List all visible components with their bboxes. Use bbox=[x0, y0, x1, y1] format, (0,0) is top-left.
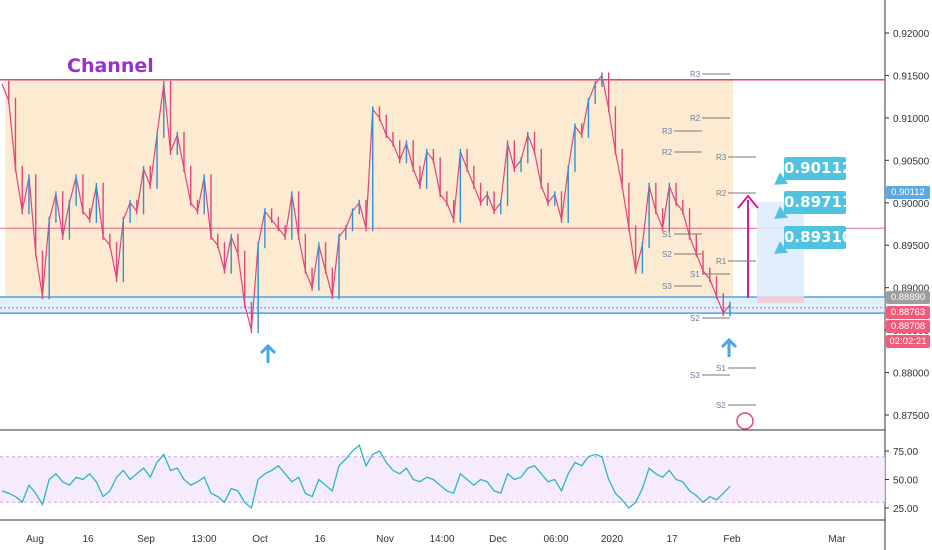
support-top-badge: 0.88890 bbox=[886, 291, 930, 304]
time-tick-label-3: 13:00 bbox=[191, 534, 216, 545]
support-zone bbox=[0, 297, 885, 314]
pivot-label-3: R2 bbox=[662, 148, 673, 157]
up-arrow-1-icon bbox=[259, 343, 277, 363]
support-bottom-badge: 0.88708 bbox=[886, 320, 930, 333]
mid-price-badge: 0.88763 bbox=[886, 306, 930, 319]
time-tick-label-1: 16 bbox=[82, 534, 94, 545]
time-tick-label-0: Aug bbox=[26, 534, 44, 545]
pivot-label-0: R3 bbox=[690, 70, 701, 79]
pivot-label-4: R3 bbox=[716, 153, 727, 162]
time-tick-label-5: 16 bbox=[314, 534, 326, 545]
time-tick-label-7: 14:00 bbox=[429, 534, 454, 545]
time-tick-label-2: Sep bbox=[137, 534, 155, 545]
rsi-tick-label-0: 75.00 bbox=[893, 447, 918, 458]
projection-stop-zone bbox=[757, 296, 804, 303]
pivot-label-6: S1 bbox=[662, 230, 672, 239]
time-tick-label-13: Mar bbox=[828, 534, 846, 545]
price-tick-label-3: 0.90500 bbox=[893, 156, 930, 167]
pivot-label-10: S3 bbox=[662, 282, 672, 291]
price-tick-label-5: 0.89500 bbox=[893, 241, 930, 252]
target-callout-1: 0.90112 bbox=[784, 157, 852, 180]
pivot-label-5: R2 bbox=[716, 189, 727, 198]
target-callout-3: 0.89310 bbox=[784, 226, 852, 249]
time-tick-label-9: 06:00 bbox=[543, 534, 568, 545]
price-tick-label-0: 0.92000 bbox=[893, 29, 930, 40]
pivot-label-8: R1 bbox=[716, 257, 727, 266]
projection-arrow-head bbox=[737, 194, 759, 209]
pivot-label-14: S2 bbox=[716, 401, 726, 410]
price-tick-label-1: 0.91500 bbox=[893, 71, 930, 82]
target-callout-2: 0.89711 bbox=[784, 191, 852, 214]
time-tick-label-6: Nov bbox=[376, 534, 394, 545]
current-price-badge: 0.90112 bbox=[886, 186, 930, 199]
rsi-line bbox=[1, 444, 731, 510]
up-arrow-2-icon bbox=[720, 337, 738, 357]
price-tick-label-4: 0.90000 bbox=[893, 199, 930, 210]
pivot-label-7: S2 bbox=[662, 250, 672, 259]
event-icon bbox=[736, 412, 754, 430]
time-tick-label-12: Feb bbox=[723, 534, 741, 545]
rsi-band bbox=[0, 456, 885, 503]
price-tick-label-2: 0.91000 bbox=[893, 114, 930, 125]
time-tick-label-8: Dec bbox=[489, 534, 507, 545]
pivot-label-12: S1 bbox=[716, 364, 726, 373]
pivot-label-9: S1 bbox=[690, 270, 700, 279]
time-tick-label-10: 2020 bbox=[601, 534, 624, 545]
pivot-label-2: R3 bbox=[662, 127, 673, 136]
time-tick-label-11: 17 bbox=[666, 534, 678, 545]
time-tick-label-4: Oct bbox=[252, 534, 268, 545]
channel-area bbox=[5, 79, 733, 298]
pivot-label-13: S3 bbox=[690, 371, 700, 380]
rsi-tick-label-1: 50.00 bbox=[893, 476, 918, 487]
pivot-label-11: S2 bbox=[690, 314, 700, 323]
pivot-label-1: R2 bbox=[690, 114, 701, 123]
countdown-timer-badge: 02:02:21 bbox=[886, 335, 930, 348]
price-tick-label-6: 0.89000 bbox=[893, 284, 930, 295]
price-tick-label-8: 0.88000 bbox=[893, 369, 930, 380]
price-tick-label-9: 0.87500 bbox=[893, 411, 930, 422]
chart-title: Channel bbox=[67, 55, 154, 77]
rsi-tick-label-2: 25.00 bbox=[893, 504, 918, 515]
